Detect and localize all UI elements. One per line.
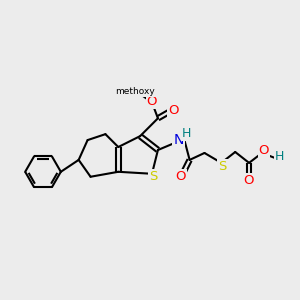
Text: O: O	[176, 170, 186, 183]
Text: N: N	[173, 133, 184, 147]
Text: methoxy: methoxy	[115, 87, 155, 96]
Text: H: H	[275, 150, 284, 164]
Text: S: S	[218, 160, 226, 173]
Text: O: O	[259, 145, 269, 158]
Text: S: S	[149, 170, 157, 183]
Text: O: O	[147, 95, 157, 108]
Text: O: O	[243, 174, 253, 187]
Text: O: O	[169, 104, 179, 117]
Text: H: H	[182, 127, 191, 140]
